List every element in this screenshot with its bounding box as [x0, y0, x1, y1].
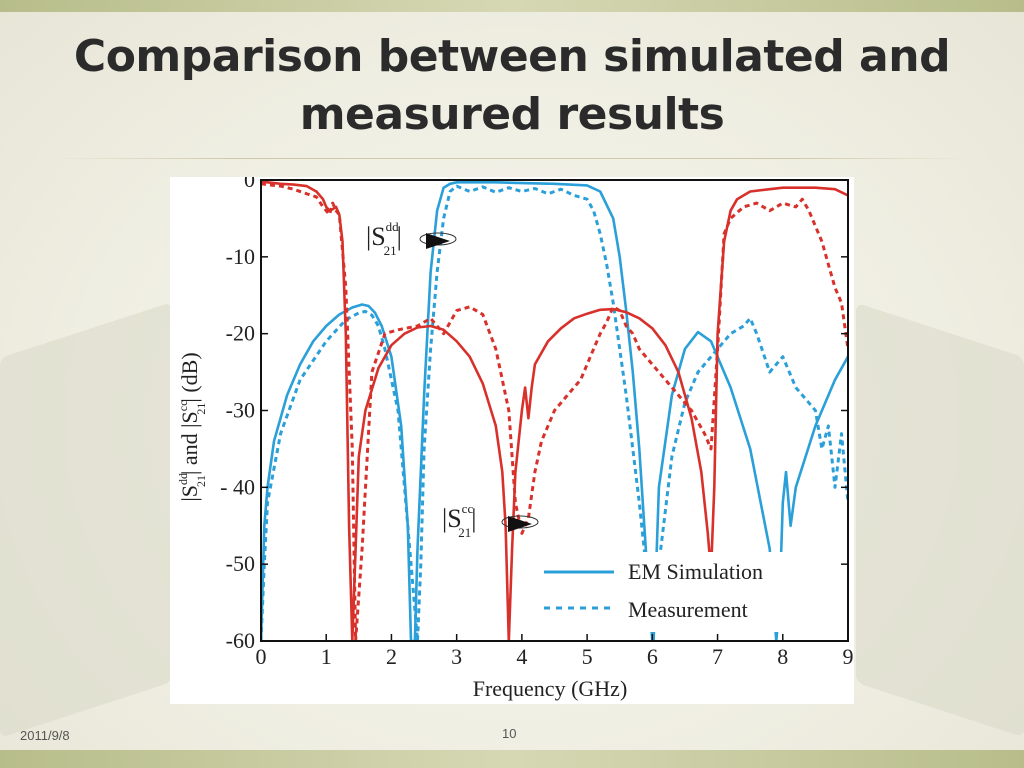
background-fan-right: [856, 302, 1024, 738]
annotation-sdd21-arrow: [426, 233, 450, 249]
title-divider: [48, 158, 974, 159]
x-tick-label: 6: [647, 644, 658, 669]
bottom-accent-band: [0, 750, 1024, 768]
x-axis-label: Frequency (GHz): [473, 676, 628, 701]
y-tick-label: - 40: [220, 474, 255, 499]
y-tick-label: -50: [226, 551, 255, 576]
x-tick-label: 5: [582, 644, 593, 669]
annotation-scc21-base: |S: [442, 504, 462, 533]
annotation-sdd21-sub: 21: [384, 243, 397, 258]
annotation-sdd21-tail: |: [397, 222, 402, 251]
annotation-scc21-arrow: [508, 516, 532, 532]
y-tick-label: -30: [226, 398, 255, 423]
y-tick-label: -20: [226, 321, 255, 346]
annotation-sdd21: |Sdd 21|: [366, 219, 457, 258]
s-parameter-chart: 0 1 2 3 4 5 6 7 8 9 0 -10 -20 -30 - 40 -50 -60 Frequency…: [176, 167, 854, 701]
series-line-4: [261, 182, 848, 641]
footer-date: 2011/9/8: [20, 728, 70, 743]
footer-page-number: 10: [502, 726, 517, 741]
slide-title: Comparison between simulated and measure…: [40, 28, 984, 144]
y-label-part-2: dd: [176, 473, 190, 485]
slide-title-line1: Comparison between simulated and: [73, 31, 951, 82]
y-tick-label: 0: [244, 177, 255, 192]
annotation-scc21-tail: |: [471, 504, 476, 533]
x-tick-label: 9: [843, 644, 854, 669]
x-tick-label: 7: [712, 644, 723, 669]
x-tick-label: 4: [516, 644, 527, 669]
y-label-part-3: 21: [194, 475, 208, 487]
y-label-part-4: | and |S: [177, 411, 202, 475]
y-label-part-6: 21: [194, 403, 208, 415]
x-tick-label: 2: [386, 644, 397, 669]
x-tick-label: 0: [256, 644, 267, 669]
y-tick-label: -60: [226, 628, 255, 653]
annotation-sdd21-sup: dd: [386, 219, 400, 234]
ticks-layer: 0 1 2 3 4 5 6 7 8 9 0 -10 -20 -30 - 40 -50 -60: [220, 167, 854, 669]
background-fan-left: [0, 302, 172, 738]
chart-panel: 0 1 2 3 4 5 6 7 8 9 0 -10 -20 -30 - 40 -50 -60 Frequency…: [170, 167, 854, 704]
y-label-part-7: | (dB): [177, 352, 202, 402]
annotation-scc21: |Scc 21|: [442, 501, 539, 540]
slide-title-line2: measured results: [299, 89, 725, 140]
legend-label-measurement: Measurement: [628, 597, 748, 622]
series-line-1: [261, 181, 848, 641]
legend-label-simulation: EM Simulation: [628, 559, 763, 584]
top-accent-band: [0, 0, 1024, 12]
x-tick-label: 1: [321, 644, 332, 669]
legend-bg: [536, 552, 808, 632]
x-tick-label: 3: [451, 644, 462, 669]
annotation-sdd21-base: |S: [366, 222, 386, 251]
y-label-part-1: |S: [177, 485, 202, 502]
annotation-scc21-sup: cc: [462, 501, 474, 516]
series-layer: [261, 180, 848, 641]
legend: EM Simulation Measurement: [536, 552, 808, 632]
x-tick-label: 8: [777, 644, 788, 669]
annotation-scc21-sub: 21: [458, 525, 471, 540]
y-axis-label: |Sdd 21| and |Scc 21| (dB): [176, 352, 208, 501]
y-label-part-5: cc: [176, 401, 190, 412]
y-tick-label: -10: [226, 244, 255, 269]
